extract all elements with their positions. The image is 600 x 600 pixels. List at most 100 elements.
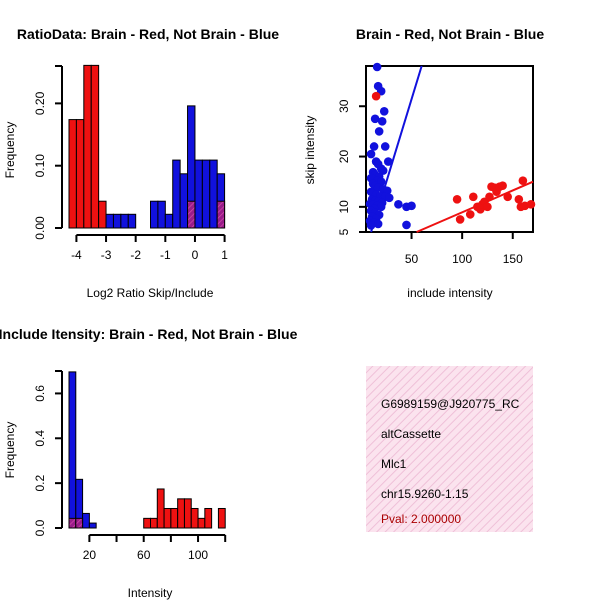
intensity-histogram-y-tick-label: 0.4: [33, 430, 47, 447]
ratio-histogram-bar: [150, 200, 159, 229]
intensity-scatter-point: [526, 200, 536, 209]
info-gene: Mlc1: [381, 457, 407, 471]
intensity-histogram-bar: [170, 507, 179, 529]
intensity-histogram-x-tick-label: 60: [137, 548, 151, 562]
intensity-histogram-bar: [190, 507, 199, 529]
intensity-histogram-title: Include Itensity: Brain - Red, Not Brain…: [0, 326, 298, 342]
ratio-histogram-x-tick-label: 1: [221, 248, 228, 262]
ratio-histogram-bar: [120, 213, 129, 229]
intensity-scatter-point: [366, 221, 376, 230]
intensity-histogram-bar: [197, 517, 206, 529]
intensity-scatter-y-tick-label: 20: [337, 150, 351, 164]
intensity-histogram-bar: [75, 517, 84, 529]
intensity-histogram-bar: [204, 507, 213, 529]
ratio-histogram-bar: [187, 200, 196, 229]
intensity-histogram-bar: [163, 507, 172, 529]
ratio-histogram-x-axis: -4 -3 -2 -1 0 1: [71, 234, 228, 262]
intensity-scatter-y-tick-label: 30: [337, 99, 351, 113]
intensity-scatter-point: [402, 220, 411, 230]
info-panel: G6989159@J920775_RC altCassette Mlc1 chr…: [366, 366, 533, 532]
intensity-scatter-ylabel: skip intensity: [303, 116, 317, 185]
ratio-histogram-bar: [83, 64, 92, 229]
ratio-histogram-y-tick-label: 0.10: [33, 154, 47, 178]
info-event-id: G6989159@J920775_RC: [381, 397, 520, 411]
intensity-scatter-point: [407, 201, 416, 211]
ratio-histogram-bar: [164, 213, 174, 229]
intensity-histogram-bars: [68, 371, 226, 529]
intensity-scatter-title: Brain - Red, Not Brain - Blue: [356, 26, 544, 42]
ratio-histogram-y-tick-label: 0.20: [33, 91, 47, 115]
intensity-scatter-x-tick-label: 50: [405, 252, 419, 266]
ratio-histogram-bar: [209, 159, 218, 229]
intensity-histogram-bar: [82, 512, 90, 529]
info-pval: Pval: 2.000000: [381, 512, 461, 526]
intensity-scatter-point: [465, 210, 475, 219]
ratio-histogram-xlabel: Log2 Ratio Skip/Include: [87, 286, 214, 300]
intensity-histogram-bar: [68, 371, 77, 529]
ratio-histogram-bar: [216, 200, 226, 229]
ratio-histogram-bar: [98, 200, 107, 229]
intensity-scatter-point: [376, 202, 386, 212]
intensity-scatter-point: [514, 195, 524, 204]
intensity-scatter-point: [383, 157, 393, 166]
intensity-scatter-point: [366, 149, 376, 159]
intensity-histogram-bar: [183, 498, 192, 529]
ratio-histogram-bar: [194, 159, 203, 229]
intensity-scatter-y-tick-label: 5: [337, 228, 351, 235]
intensity-scatter-point: [498, 181, 507, 191]
ratio-histogram-ylabel: Frequency: [3, 122, 17, 179]
ratio-histogram-x-tick-label: -2: [130, 248, 141, 262]
intensity-histogram-bar: [88, 522, 97, 529]
intensity-histogram-bar: [156, 488, 165, 529]
intensity-scatter-point: [452, 195, 462, 204]
ratio-histogram-bar: [127, 213, 137, 229]
intensity-histogram-bar: [68, 517, 77, 529]
ratio-histogram-bars: [68, 64, 226, 229]
intensity-scatter-y-tick-label: 10: [337, 200, 351, 214]
intensity-scatter-point: [455, 215, 465, 224]
intensity-scatter-point: [374, 127, 384, 136]
intensity-histogram-y-tick-label: 0.6: [33, 385, 47, 402]
ratio-histogram-x-tick-label: -3: [101, 248, 112, 262]
intensity-histogram-panel: Include Itensity: Brain - Red, Not Brain…: [0, 326, 298, 600]
intensity-histogram-y-tick-label: 0.2: [33, 474, 47, 491]
intensity-scatter-y-axis: 5 10 20 30: [337, 99, 366, 235]
intensity-scatter-plot-box: [365, 65, 534, 233]
intensity-scatter-point: [380, 142, 390, 151]
ratio-histogram-x-tick-label: 0: [192, 248, 199, 262]
intensity-scatter-points: [365, 62, 536, 230]
ratio-histogram-bar: [201, 159, 211, 229]
intensity-histogram-bar: [177, 498, 185, 529]
intensity-scatter-point: [394, 200, 403, 209]
intensity-scatter-point: [468, 192, 478, 202]
intensity-scatter-x-tick-label: 100: [452, 252, 472, 266]
intensity-histogram-y-tick-label: 0.0: [33, 519, 47, 536]
ratio-histogram-title: RatioData: Brain - Red, Not Brain - Blue: [17, 26, 279, 42]
intensity-histogram-y-axis: 0.0 0.2 0.4 0.6: [33, 370, 63, 536]
intensity-scatter-point: [485, 192, 494, 202]
info-event-type: altCassette: [381, 427, 441, 441]
ratio-histogram-bar: [68, 119, 77, 229]
intensity-histogram-x-axis: 20 60 100: [83, 534, 227, 562]
ratio-histogram-x-tick-label: -1: [160, 248, 171, 262]
intensity-histogram-bar: [217, 507, 226, 529]
ratio-histogram-y-tick-label: 0.00: [33, 216, 47, 240]
ratio-histogram-x-tick-label: -4: [71, 248, 82, 262]
intensity-histogram-bar: [150, 517, 158, 529]
info-location: chr15.9260-1.15: [381, 487, 469, 501]
intensity-scatter-panel: Brain - Red, Not Brain - Blue 50 100 150 5…: [303, 26, 544, 300]
intensity-scatter-point: [379, 106, 389, 116]
intensity-scatter-point: [371, 91, 381, 101]
intensity-histogram-ylabel: Frequency: [3, 422, 17, 479]
intensity-scatter-x-tick-label: 150: [503, 252, 523, 266]
intensity-histogram-xlabel: Intensity: [128, 586, 173, 600]
intensity-scatter-xlabel: include intensity: [407, 286, 492, 300]
intensity-histogram-x-tick-label: 100: [188, 548, 208, 562]
ratio-histogram-bar: [112, 213, 122, 229]
intensity-scatter-point: [483, 202, 492, 212]
intensity-scatter-point: [377, 117, 387, 126]
intensity-histogram-bar: [143, 517, 151, 529]
ratio-histogram-bar: [75, 119, 85, 229]
intensity-scatter-point: [372, 62, 382, 72]
